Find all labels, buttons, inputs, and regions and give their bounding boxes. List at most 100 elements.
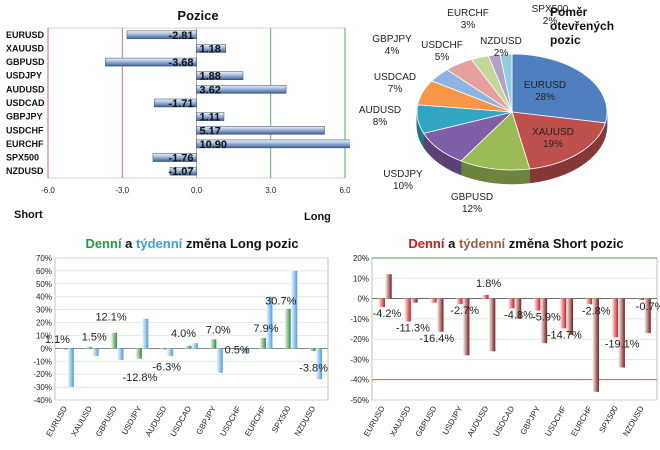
bar-t-denn--xauusd [92,348,98,356]
pie-side-gbpusd [469,164,472,179]
category-label-usdchf: USDCHF [6,125,44,135]
pie-label-value-gbpjpy: 4% [385,46,400,57]
category-label-spx500: SPX500 [6,153,39,163]
short-change-chart-svg: Denní a týdenní změna Short pozic 20% 10% 0… [332,230,660,445]
pie-side-xauusd [579,151,582,167]
x-tick-label-usdcad: USDCAD [492,404,517,438]
y-tick-label: 30% [36,306,52,315]
title-part: změna Long pozic [182,236,298,251]
x-tick-label-eurchf: EURCHF [569,404,594,437]
data-label-audusd: -6.3% [152,361,181,373]
pie-label-name-eurchf: EURCHF [447,8,489,19]
x-tick-label-gbpusd: GBPUSD [414,404,439,438]
value-label-gbpjpy: 1.11 [200,112,221,124]
y-tick-label: 0% [357,295,369,304]
x-tick-label-nzdusd: NZDUSD [293,404,318,438]
pie-label-name-gbpusd: GBPUSD [451,192,493,203]
y-tick-label: 20% [36,319,52,328]
x-tick-label-xauusd: XAUUSD [388,404,413,438]
chart-title: Denní a týdenní změna Short pozic [408,236,623,251]
pie-label-name-usdcad: USDCAD [374,72,416,83]
data-label-eurusd: 1.1% [45,334,70,346]
x-tick-label: 3.0 [265,186,277,195]
pie-label-value-xauusd: 19% [543,139,563,150]
pie-label-value-eurusd: 28% [535,92,555,103]
pie-side-gbpusd [480,167,483,182]
pie-side-gbpusd [500,170,503,184]
x-tick-label-gbpusd: GBPUSD [94,404,119,438]
category-label-eurusd: EURUSD [6,30,45,40]
data-label-usdchf: 0.5% [225,345,250,357]
bar-denn--gbpusd [430,299,437,303]
data-label-spx500: 30.7% [265,296,296,308]
pie-label-name-audusd: AUDUSD [359,105,401,116]
data-label-nzdusd: -0.7% [636,301,660,313]
title-part: týdenní [459,236,506,251]
x-tick-label-usdchf: USDCHF [544,404,569,437]
category-label-eurchf: EURCHF [6,139,44,149]
data-label-usdchf: -14.7% [547,329,582,341]
pie-side-gbpusd [472,164,475,179]
bar-t-denn--gbpusd [117,348,123,360]
pie-label-value-usdjpy: 10% [393,181,413,192]
x-tick-label: 0.0 [191,186,203,195]
pie-side-gbpusd [488,168,491,182]
pie-label-value-nzdusd: 2% [494,48,509,59]
pie-side-usdjpy [457,159,459,174]
title-part: a [122,236,136,251]
y-tick-label: 20% [353,254,369,263]
y-tick-label: -30% [33,383,52,392]
data-label-xauusd: 1.5% [82,331,107,343]
y-tick-label: 10% [353,274,369,283]
bar-t-denn--audusd [489,299,496,352]
bar-denn--eurusd [61,348,67,349]
title-part: Denní [408,236,445,251]
bar-t-denn--spx500 [618,299,625,368]
value-label-spx500: -1.76 [168,153,193,165]
data-label-spx500: -19.1% [605,338,640,350]
pie-side-xauusd [576,153,579,169]
bar-denn--gbpjpy [210,339,216,348]
data-label-gbpusd: 12.1% [95,312,126,324]
bar-denn--nzdusd [637,299,644,300]
pie-label-name-nzdusd: NZDUSD [480,36,522,47]
category-label-xauusd: XAUUSD [6,43,45,53]
title-part: změna Short pozic [505,236,623,251]
bar-denn--xauusd [404,299,411,322]
title-part: týdenní [136,236,183,251]
pie-side-gbpusd [464,162,467,177]
x-tick-label-spx500: SPX500 [597,404,620,434]
y-tick-label: 50% [36,280,52,289]
long-change-chart-svg: Denní a týdenní změna Long pozic70%60%50… [0,230,332,445]
category-label-gbpjpy: GBPJPY [6,112,43,122]
bar-t-denn--spx500 [291,271,297,348]
bar-t-denn--usdcad [192,343,198,348]
pie-label-value-eurchf: 3% [461,20,476,31]
pie-label-value-usdcad: 7% [388,84,403,95]
bar-denn--gbpusd [111,333,117,348]
pie-side-xauusd [572,155,576,171]
x-tick-label-usdcad: USDCAD [169,404,194,438]
bar-denn--eurusd [378,299,385,308]
pie-side-usdjpy [446,153,448,168]
data-label-eurusd: -4.2% [373,308,402,320]
pie-label-value-audusd: 8% [373,117,388,128]
x-tick-label-gbpjpy: GBPJPY [194,404,218,436]
y-tick-label: 40% [36,293,52,302]
bar-denn--eurchf [260,338,266,348]
bar-t-denn--gbpjpy [216,348,222,373]
pie-side-usdjpy [459,160,461,175]
data-label-eurchf: 7.9% [253,323,278,335]
data-label-eurchf: -2.8% [582,305,611,317]
pie-side-xauusd [565,159,569,175]
data-label-usdcad: -4.8% [504,309,533,321]
pie-side-gbpusd [509,170,512,184]
bar-denn--usdcad [508,299,515,309]
y-tick-label: 60% [36,267,52,276]
pie-side-xauusd [582,149,585,165]
open-positions-pie-svg: EURUSD28%XAUUSD19%GBPUSD12%USDJPY10%AUDU… [350,0,660,230]
